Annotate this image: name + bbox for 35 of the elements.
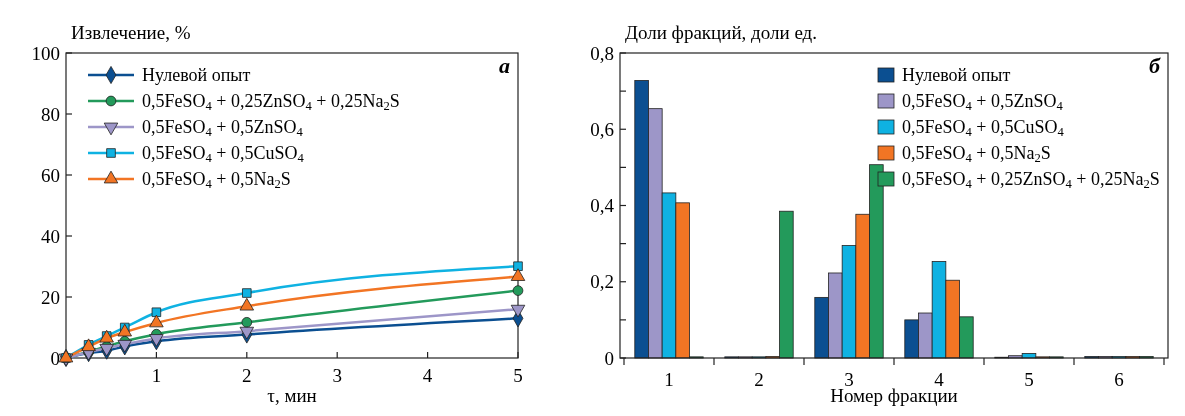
legend-label: 0,5FeSO$_{4}$ + 0,5ZnSO$_{4}$	[142, 117, 304, 140]
legend-label: 0,5FeSO$_{4}$ + 0,5Na$_{2}$S	[142, 169, 291, 192]
y-tick-label: 0,8	[590, 42, 614, 64]
legend-label: 0,5FeSO$_{4}$ + 0,5ZnSO$_{4}$	[902, 91, 1064, 114]
legend-label: 0,5FeSO$_{4}$ + 0,25ZnSO$_{4}$ + 0,25Na$_{2}$S	[142, 91, 400, 114]
y-tick-label: 0,6	[590, 118, 614, 140]
x-tick-label: 5	[1024, 369, 1034, 390]
y-tick-label: 60	[41, 164, 60, 186]
x-axis-title: τ, мин	[267, 385, 317, 406]
y-tick-label: 0,2	[590, 271, 614, 293]
y-tick-label: 0	[50, 347, 60, 369]
x-tick-label: 4	[422, 365, 433, 386]
x-tick-label: 2	[242, 365, 252, 386]
y-axis-title: Извлечение, %	[71, 22, 191, 43]
y-tick-label: 80	[41, 103, 60, 125]
x-tick-label: 1	[664, 369, 674, 390]
annotation: б	[1149, 53, 1162, 78]
legend-label: Нулевой опыт	[902, 65, 1011, 86]
x-tick-label: 1	[151, 365, 162, 386]
legend-label: Нулевой опыт	[142, 65, 251, 86]
legend-label: 0,5FeSO$_{4}$ + 0,25ZnSO$_{4}$ + 0,25Na$_{2}$S	[902, 169, 1160, 192]
y-tick-label: 0,4	[590, 195, 615, 217]
y-tick-label: 40	[41, 225, 60, 247]
x-tick-label: 5	[513, 365, 523, 386]
y-tick-label: 0	[604, 347, 614, 369]
legend-label: 0,5FeSO$_{4}$ + 0,5CuSO$_{4}$	[142, 143, 305, 166]
annotation: а	[499, 53, 510, 78]
x-tick-label: 2	[754, 369, 764, 390]
y-tick-label: 100	[31, 42, 60, 64]
x-tick-label: 3	[332, 365, 342, 386]
legend-label: 0,5FeSO$_{4}$ + 0,5CuSO$_{4}$	[902, 117, 1065, 140]
legend-label: 0,5FeSO$_{4}$ + 0,5Na$_{2}$S	[902, 143, 1051, 166]
y-axis-title: Доли фракций, доли ед.	[625, 22, 818, 43]
y-tick-label: 20	[41, 286, 60, 308]
x-tick-label: 6	[1114, 369, 1124, 390]
